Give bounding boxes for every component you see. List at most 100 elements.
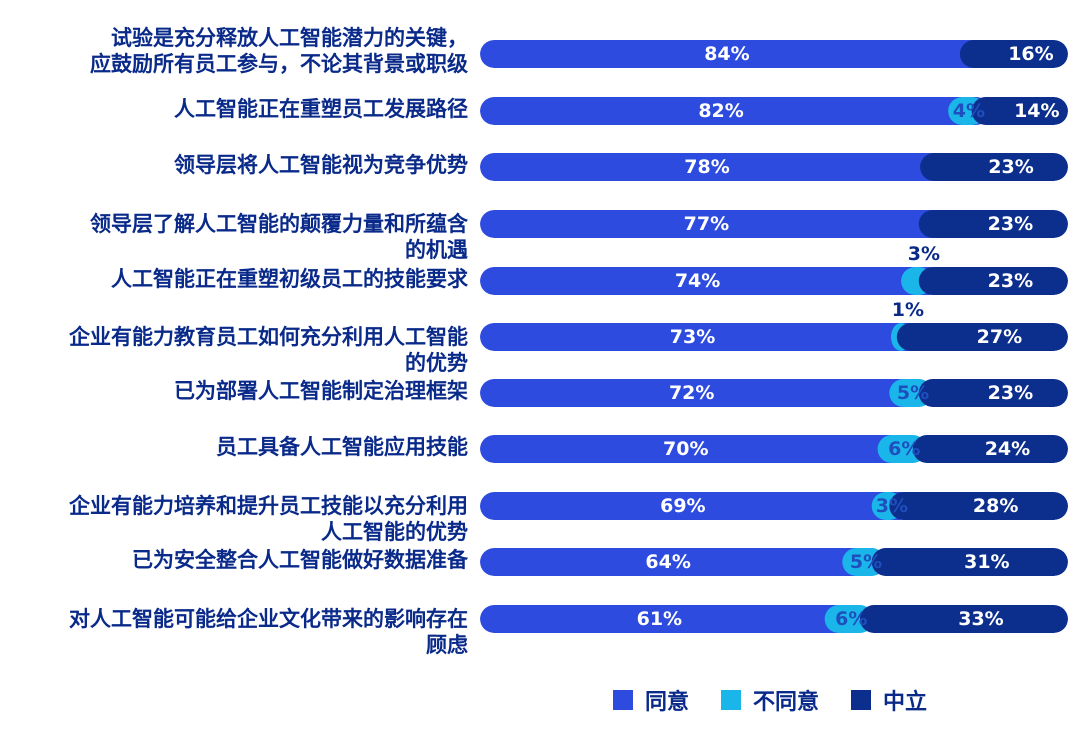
category-label-line: 已为安全整合人工智能做好数据准备 xyxy=(132,548,468,572)
bar-row xyxy=(480,267,1068,295)
bar-segment-neutral xyxy=(918,210,1068,238)
legend-item-disagree: 不同意 xyxy=(721,684,819,716)
category-label: 已为安全整合人工智能做好数据准备 xyxy=(0,547,468,573)
bar-row xyxy=(480,548,1068,576)
bar-segment-agree xyxy=(480,323,933,351)
bar-segment-agree xyxy=(480,435,920,463)
data-label-agree: 64% xyxy=(645,551,691,573)
bar-segment-neutral xyxy=(871,548,1068,576)
category-label: 人工智能正在重塑员工发展路径 xyxy=(0,96,468,122)
data-label-disagree: 1% xyxy=(891,299,925,321)
data-label-disagree: 5% xyxy=(849,551,883,573)
category-label-line: 已为部署人工智能制定治理框架 xyxy=(174,379,468,403)
category-label: 领导层了解人工智能的颠覆力量和所蕴含 的机遇 xyxy=(0,211,468,263)
data-label-neutral: 27% xyxy=(976,326,1023,348)
data-label-neutral: 33% xyxy=(958,608,1004,630)
category-label: 试验是充分释放人工智能潜力的关键， 应鼓励所有员工参与，不论其背景或职级 xyxy=(0,25,468,77)
data-label-neutral: 28% xyxy=(972,495,1019,517)
data-label-agree: 77% xyxy=(683,213,730,235)
category-label: 领导层将人工智能视为竞争优势 xyxy=(0,152,468,178)
data-label-agree: 82% xyxy=(698,100,744,122)
data-label-neutral: 23% xyxy=(987,270,1034,292)
data-label-agree: 61% xyxy=(636,608,683,630)
bar-segment-agree xyxy=(480,492,914,520)
bar-row xyxy=(480,379,1068,407)
bar-segment-agree xyxy=(480,267,944,295)
category-label-line: 对人工智能可能给企业文化带来的影响存在 xyxy=(69,607,468,631)
data-label-neutral: 23% xyxy=(988,156,1034,178)
bar-row xyxy=(480,492,1068,520)
bar-row xyxy=(480,97,1068,125)
category-label: 企业有能力培养和提升员工技能以充分利用 人工智能的优势 xyxy=(0,493,468,545)
category-label-line: 试验是充分释放人工智能潜力的关键， xyxy=(111,26,468,50)
bar-row xyxy=(480,153,1068,181)
data-label-neutral: 23% xyxy=(987,213,1034,235)
bar-segment-agree xyxy=(480,210,961,238)
bar-segment-neutral xyxy=(918,379,1068,407)
category-label-line: 人工智能正在重塑员工发展路径 xyxy=(174,97,468,121)
bar-segment-disagree xyxy=(877,435,927,463)
bar-segment-agree xyxy=(480,379,932,407)
category-label-line: 人工智能的优势 xyxy=(321,520,468,544)
data-label-agree: 70% xyxy=(663,438,709,460)
bar-segment-neutral xyxy=(920,153,1068,181)
category-label: 企业有能力教育员工如何充分利用人工智能 的优势 xyxy=(0,324,468,376)
category-label: 对人工智能可能给企业文化带来的影响存在 顾虑 xyxy=(0,606,468,658)
legend-swatch-neutral xyxy=(851,690,872,710)
bar-row xyxy=(480,435,1068,463)
category-label-line: 的机遇 xyxy=(405,238,468,262)
bar-row xyxy=(480,40,1068,68)
bar-segment-neutral xyxy=(912,435,1068,463)
data-label-agree: 84% xyxy=(704,43,750,65)
data-label-neutral: 14% xyxy=(1014,100,1060,122)
legend-swatch-disagree xyxy=(721,690,742,710)
bar-segment-neutral xyxy=(889,492,1068,520)
category-label: 人工智能正在重塑初级员工的技能要求 xyxy=(0,266,468,292)
legend-label-neutral: 中立 xyxy=(883,690,928,715)
bar-segment-agree xyxy=(480,548,885,576)
category-label: 已为部署人工智能制定治理框架 xyxy=(0,378,468,404)
data-label-disagree: 3% xyxy=(907,243,941,265)
legend: 同意 不同意 中立 xyxy=(613,683,959,717)
legend-item-agree: 同意 xyxy=(613,684,689,716)
data-label-disagree: 3% xyxy=(875,495,908,517)
data-label-agree: 72% xyxy=(668,382,715,404)
data-label-neutral: 16% xyxy=(1008,43,1054,65)
data-label-agree: 74% xyxy=(674,270,721,292)
bar-row xyxy=(480,210,1068,238)
legend-swatch-agree xyxy=(613,690,633,710)
data-label-agree: 73% xyxy=(669,326,716,348)
data-label-disagree: 6% xyxy=(888,438,921,460)
data-label-disagree: 4% xyxy=(952,100,986,122)
bar-segment-neutral xyxy=(859,605,1068,633)
bar-segment-agree xyxy=(480,40,1002,68)
data-label-disagree: 6% xyxy=(835,608,868,630)
bar-segment-neutral xyxy=(896,323,1068,351)
legend-label-disagree: 不同意 xyxy=(753,690,820,715)
category-label-line: 领导层将人工智能视为竞争优势 xyxy=(174,153,468,177)
data-label-agree: 78% xyxy=(684,156,730,178)
bar-segment-neutral xyxy=(918,267,1068,295)
bar-row xyxy=(480,605,1068,633)
data-label-neutral: 31% xyxy=(964,551,1010,573)
bar-segment-agree xyxy=(480,605,867,633)
bar-segment-agree xyxy=(480,97,991,125)
bar-segment-neutral xyxy=(959,40,1068,68)
data-label-neutral: 24% xyxy=(984,438,1031,460)
bar-segment-agree xyxy=(480,153,963,181)
category-label-line: 应鼓励所有员工参与，不论其背景或职级 xyxy=(90,52,468,76)
category-label-line: 企业有能力教育员工如何充分利用人工智能 xyxy=(69,325,468,349)
category-label-line: 的优势 xyxy=(405,351,468,375)
category-label-line: 企业有能力培养和提升员工技能以充分利用 xyxy=(69,494,468,518)
data-label-disagree: 5% xyxy=(896,382,930,404)
category-label-line: 顾虑 xyxy=(426,633,468,657)
data-label-agree: 69% xyxy=(660,495,706,517)
category-label-line: 领导层了解人工智能的颠覆力量和所蕴含 xyxy=(90,212,468,236)
legend-label-agree: 同意 xyxy=(645,690,690,715)
data-label-neutral: 23% xyxy=(987,382,1034,404)
bar-segment-neutral xyxy=(971,97,1068,125)
bar-segment-disagree xyxy=(824,605,874,633)
category-label: 员工具备人工智能应用技能 xyxy=(0,434,468,460)
